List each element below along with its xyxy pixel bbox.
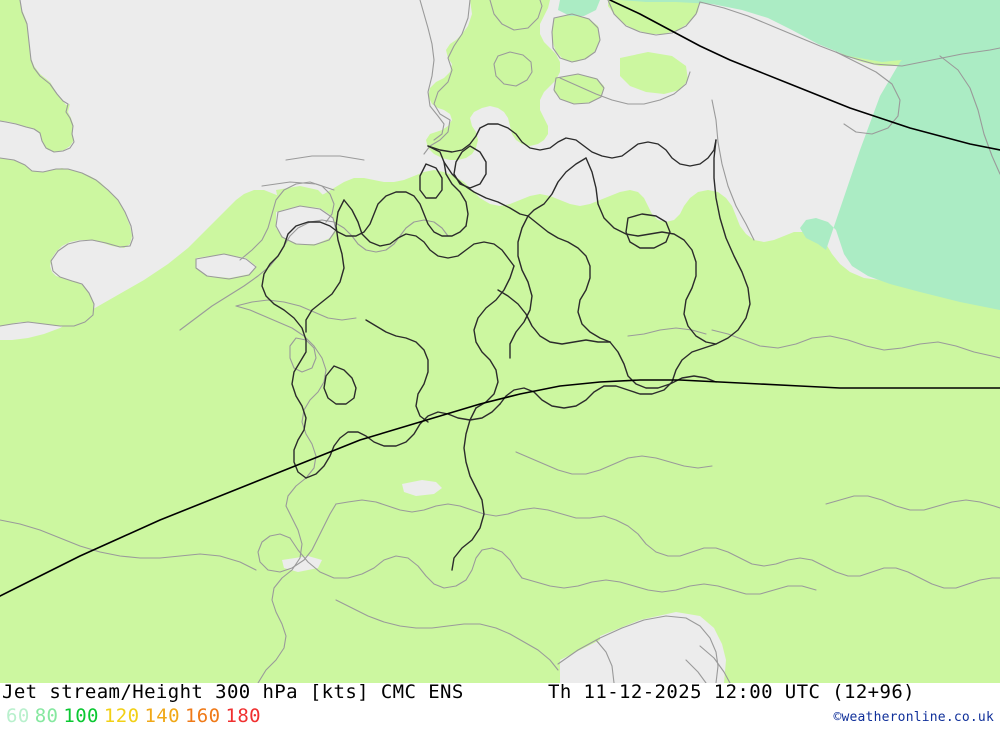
water-lake-constance — [402, 480, 442, 496]
border-czech-austria — [515, 451, 713, 475]
border-luxembourg — [289, 337, 317, 373]
legend-value-160: 160 — [184, 705, 221, 727]
coast-jutland-west — [419, 0, 445, 141]
border-belgium-nl — [235, 299, 357, 321]
coast-istria — [595, 639, 615, 683]
state-border-hamburg — [453, 145, 487, 189]
state-border-nrw-niedersachsen — [343, 199, 515, 267]
land-ruegen-area — [620, 52, 688, 94]
state-border-thueringen-s — [497, 289, 611, 345]
coast-jutland-east — [423, 0, 471, 155]
coast-britain-wash — [0, 157, 134, 327]
land-continental-europe — [0, 170, 1000, 683]
coast-fyn — [493, 51, 533, 87]
water-adriatic-upper — [560, 626, 690, 683]
map-canvas[interactable] — [0, 0, 1000, 683]
water-zeeland-delta — [196, 254, 256, 278]
state-border-bw-bayern — [451, 407, 485, 571]
copyright-label[interactable]: ©weatheronline.co.uk — [833, 710, 994, 725]
state-border-saarland — [323, 365, 357, 405]
border-france-east — [257, 505, 303, 683]
coast-sjaelland — [551, 13, 601, 63]
coast-baltic-bay — [835, 51, 901, 135]
height-contour-layer — [0, 0, 1000, 597]
coast-croatian-islands — [699, 645, 731, 683]
coast-wadden — [285, 155, 365, 161]
border-swiss-west — [257, 503, 337, 573]
border-poland-germany — [711, 99, 755, 241]
color-scale-legend[interactable]: 60 80 100 120 140 160 180 — [6, 705, 266, 727]
valid-time-label: Th 11-12-2025 12:00 UTC (12+96) — [548, 681, 916, 703]
windband-60kts-north — [620, 0, 1000, 62]
state-border-thueringen-n — [527, 215, 611, 343]
state-border-berlin — [625, 213, 671, 249]
coast-britain-east — [0, 0, 75, 153]
border-swiss-south — [289, 537, 523, 589]
coast-lolland — [553, 73, 605, 105]
border-italy-north — [335, 599, 559, 671]
legend-value-60: 60 — [6, 705, 30, 727]
state-border-hessen-east — [473, 265, 515, 409]
border-poland-south — [711, 329, 1000, 359]
border-germany-east — [499, 139, 751, 409]
border-czech-poland — [627, 327, 707, 337]
state-border-bremen — [419, 163, 443, 199]
legend-value-80: 80 — [34, 705, 59, 727]
state-border-sachsen — [609, 341, 717, 389]
coast-scania — [607, 0, 701, 36]
windband-60kts-nw — [558, 0, 600, 16]
border-hungary-nw — [825, 495, 1000, 511]
coast-baltic-ne — [939, 55, 1000, 175]
border-austria-south — [521, 577, 817, 595]
national-border-layer — [261, 123, 751, 571]
border-germany-west — [261, 191, 467, 479]
border-swiss-east — [335, 499, 605, 519]
admin-boundary-layer — [0, 0, 1000, 683]
coast-danish-isles-1 — [489, 0, 543, 31]
state-border-niedersachsen-east — [443, 161, 529, 217]
state-border-mecklenburg — [527, 157, 587, 217]
footer-bar: Jet stream/Height 300 hPa [kts] CMC ENS … — [0, 681, 1000, 733]
height-contour-north — [609, 0, 1000, 151]
border-germany-south — [305, 403, 501, 479]
map-title: Jet stream/Height 300 hPa [kts] CMC ENS — [2, 681, 464, 703]
inland-water-layer — [196, 206, 726, 683]
border-austria-east — [603, 515, 1000, 589]
windspeed-band-layer — [558, 0, 1000, 310]
land-netherlands-small-isles — [276, 186, 326, 210]
land-jutland — [420, 0, 560, 160]
coast-croatian-isle2 — [685, 659, 707, 683]
height-contour-south — [0, 379, 1000, 597]
map-panel[interactable] — [0, 0, 1000, 683]
border-france-belgium — [235, 305, 327, 507]
windband-60kts-baltic — [800, 0, 1000, 310]
state-border-hessen-west — [305, 199, 345, 333]
state-border-rp-bw — [365, 319, 429, 423]
land-sjaelland — [552, 14, 600, 62]
legend-value-140: 140 — [144, 705, 180, 727]
coast-german-baltic — [559, 71, 691, 105]
coast-continental-north — [179, 219, 449, 331]
legend-value-180: 180 — [225, 705, 262, 727]
land-lolland — [554, 74, 604, 104]
border-france-south — [0, 519, 257, 571]
land-britain-lower — [0, 158, 132, 326]
coast-frisian-islands — [261, 181, 335, 191]
coast-netherlands — [239, 181, 335, 261]
coast-zeeland — [195, 253, 257, 280]
border-germany-schleswig — [427, 145, 469, 227]
state-border-sachsen-anhalt-n — [509, 215, 533, 359]
land-fyn — [494, 52, 532, 86]
state-border-brandenburg-n — [585, 157, 717, 345]
landmass-layer — [0, 0, 1000, 683]
legend-value-120: 120 — [103, 705, 140, 727]
coast-ijsselmeer-in — [275, 205, 337, 246]
legend-value-100: 100 — [63, 705, 99, 727]
border-germany-outline — [427, 123, 717, 167]
land-denmark-islands — [490, 0, 540, 28]
land-scania — [608, 0, 700, 34]
coast-baltic-north — [699, 1, 1000, 67]
land-britain — [0, 0, 74, 152]
